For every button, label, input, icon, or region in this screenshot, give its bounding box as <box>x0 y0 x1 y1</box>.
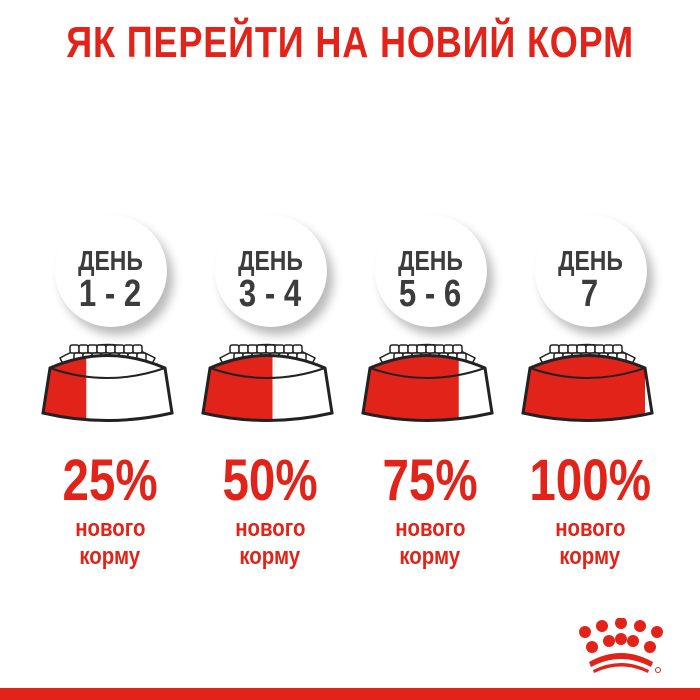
day-label: ДЕНЬ <box>557 245 623 276</box>
day-circle <box>215 215 327 327</box>
food-bowl-icon <box>521 343 654 422</box>
day-label: ДЕНЬ <box>397 245 463 276</box>
food-bowl-icon <box>41 343 174 422</box>
caption-line1: нового <box>394 515 466 542</box>
food-bowl-icon <box>201 343 334 422</box>
percent-value: 75% <box>382 448 478 513</box>
day-range: 3 - 4 <box>238 273 302 315</box>
caption-line2: корму <box>79 543 141 570</box>
food-bowl-icon <box>361 343 494 422</box>
caption-line2: корму <box>559 543 621 570</box>
new-food-fill <box>363 355 459 421</box>
title-text: ЯК ПЕРЕЙТИ НА НОВИЙ КОРМ <box>66 18 634 67</box>
day-label: ДЕНЬ <box>77 245 143 276</box>
new-food-fill <box>523 355 645 421</box>
day-label: ДЕНЬ <box>237 245 303 276</box>
percent-value: 25% <box>62 448 158 513</box>
day-range: 1 - 2 <box>78 273 142 315</box>
percent-value: 50% <box>222 448 318 513</box>
bottom-red-bar <box>0 688 700 700</box>
day-range: 7 <box>581 273 599 315</box>
day-range: 5 - 6 <box>398 273 462 315</box>
caption-line1: нового <box>554 515 626 542</box>
percent-value: 100% <box>529 448 651 513</box>
day-circle <box>375 215 487 327</box>
caption-line1: нового <box>74 515 146 542</box>
caption-line2: корму <box>239 543 301 570</box>
caption-line1: нового <box>234 515 306 542</box>
page-title: ЯК ПЕРЕЙТИ НА НОВИЙ КОРМ <box>0 18 700 68</box>
royal-canin-crown-logo <box>579 618 663 673</box>
day-circle <box>535 215 647 327</box>
caption-line2: корму <box>399 543 461 570</box>
day-circle <box>55 215 167 327</box>
